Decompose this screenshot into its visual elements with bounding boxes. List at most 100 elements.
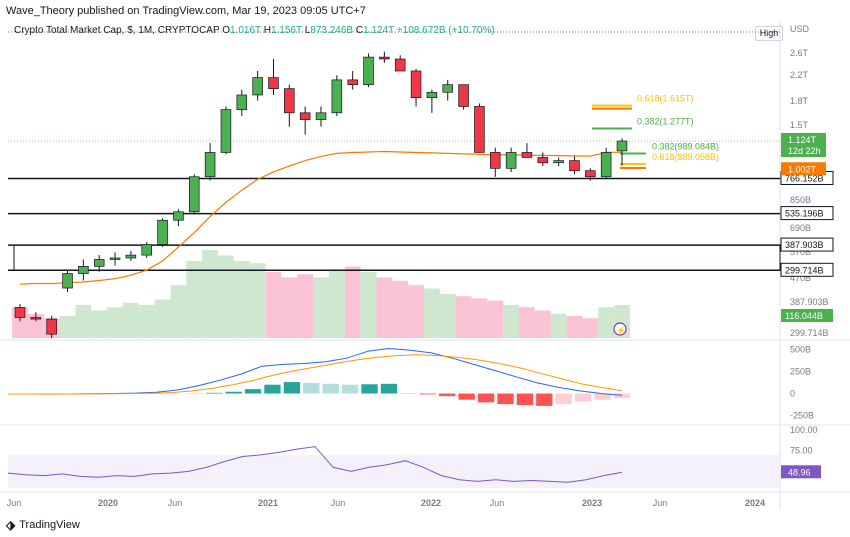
candle [220,106,232,155]
volume-bar [59,316,76,338]
tradingview-footer: ⬗ TradingView [6,518,80,532]
y-tick-label: 690B [790,223,811,233]
level-label-text: 766.152B [785,174,824,184]
volume-bar [233,261,250,338]
volume-bar [598,307,615,338]
rsi-tick-label: 75.00 [790,446,813,456]
candle-body [426,91,438,99]
rsi-line [7,446,623,483]
macd-hist-bar [206,392,223,394]
volume-bar [408,285,424,338]
candle [299,106,311,135]
volume-bar [313,277,329,338]
lightning-icon-circle [613,322,627,336]
candle-body [569,160,580,172]
candle-body [125,254,137,259]
candle-body [347,79,358,86]
volume-bar [218,255,234,338]
volume-bar [566,316,583,338]
macd-hist-bar [613,393,631,398]
macd-signal-line [8,354,623,395]
candle [14,304,26,322]
macd-hist-bar [536,393,553,406]
x-tick-label: Jun [168,498,183,508]
candle [410,68,422,107]
level-label-text: 299.714B [785,265,824,275]
volume-bar [503,305,520,338]
candle-body [458,84,469,107]
candle [46,315,57,338]
ohlc-h: H1.156T [260,25,302,36]
candle-body [553,160,564,164]
candle-body [189,176,200,213]
volume-bar [519,307,535,338]
x-tick-label: Jun [331,498,346,508]
x-tick-label: 2020 [98,498,118,508]
candle [315,106,327,127]
candle [30,312,42,322]
candle [173,209,184,227]
candle [189,174,200,215]
ohlc-values: O1.016T H1.156T L873.246B C1.124T +108.6… [222,25,494,36]
macd-tick-label: 0 [790,389,795,399]
candle [347,70,358,90]
x-tick-label: 2024 [745,498,765,508]
candle-body [585,170,596,178]
candle-body [315,112,327,120]
candle [616,138,628,166]
volume-bar [328,269,345,338]
candle-body [252,77,263,96]
volume-bar [202,250,219,338]
brand-name: TradingView [19,519,80,531]
macd-hist-bar [361,384,378,394]
macd-hist-bar [477,393,495,403]
candle [505,147,517,172]
macd-hist-bar [303,382,320,394]
candle [442,79,453,101]
candle-body [141,244,152,256]
candle-body [442,84,453,93]
candle-body [46,318,57,335]
high-button[interactable]: High [755,26,783,41]
lightning-icon-glyph: ⚡ [616,325,626,335]
y-tick-label: 1.8T [790,96,809,106]
level-price-label: 299.714B [780,262,834,277]
candle-body [173,211,184,221]
candle-body [474,106,485,153]
candle-body [537,157,549,164]
candle-body [62,273,73,289]
volume-bar [154,299,171,338]
candle-body [220,109,232,153]
candle [284,84,295,127]
candle-body [30,317,42,320]
volume-bar [376,277,393,338]
volume-bar [439,294,456,338]
candle [204,143,216,181]
macd-hist-bar [225,391,242,394]
volume-bar [455,296,472,338]
candle [363,53,374,88]
level-price-label: 535.196B [780,206,834,221]
candle [268,58,279,95]
macd-hist-bar [497,393,514,405]
candle [141,242,152,258]
candle [521,143,533,158]
y-tick-label: 387.903B [790,297,829,307]
candle-body [600,152,612,178]
candle [331,75,343,117]
volume-bar [582,318,599,338]
volume-bar [27,313,44,338]
range-box [13,244,781,271]
candle-body [363,56,374,86]
x-tick-label: Jun [7,498,22,508]
lightning-icon: ⚡ [613,322,627,336]
currency-label: USD [790,24,810,34]
volume-bar [107,307,123,338]
candle-body [284,88,295,114]
y-tick-label: 570B [790,247,811,257]
ema-line [19,150,622,285]
candle-body [490,152,501,169]
macd-hist-bar [439,393,456,397]
